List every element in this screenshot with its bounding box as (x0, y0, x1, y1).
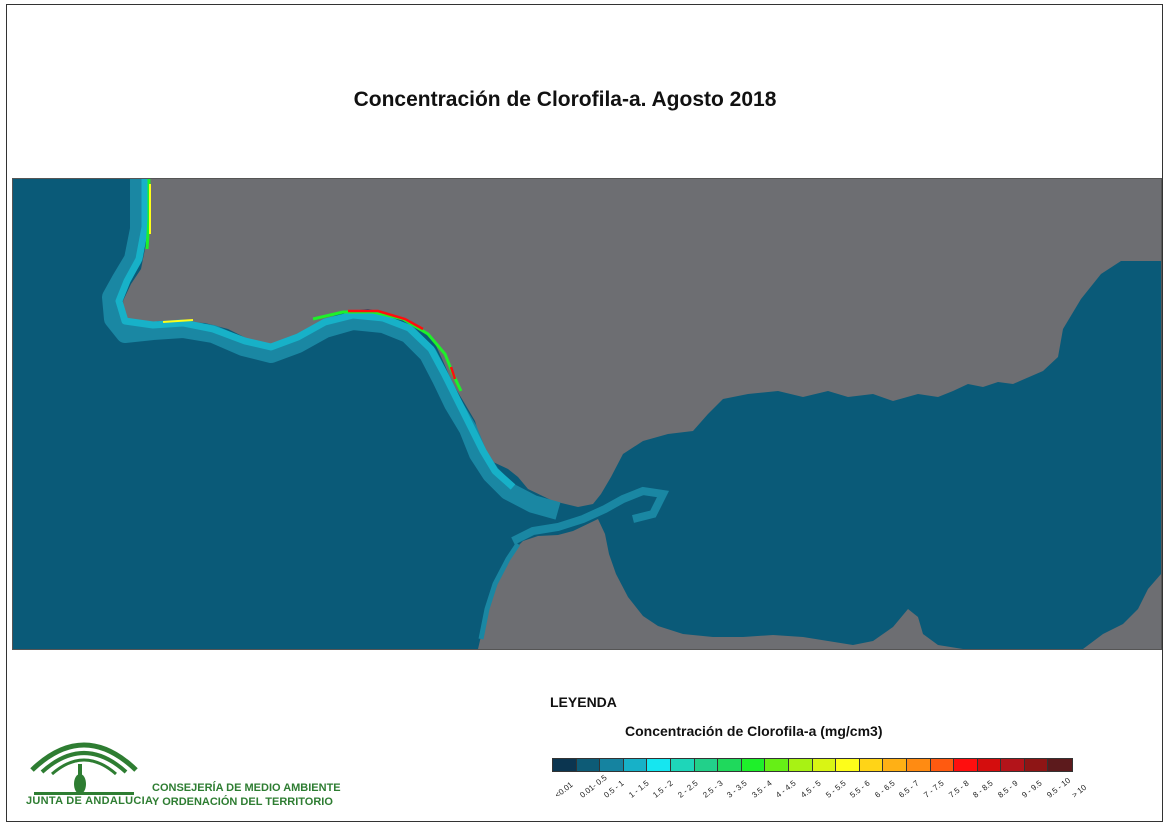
legend-label: 1 - 1.5 (626, 778, 651, 800)
coastal-band-africa (478, 542, 521, 640)
legend-label: 8.5 - 9 (995, 778, 1020, 800)
legend-label: 7 - 7.5 (922, 778, 946, 800)
legend-swatch (670, 759, 695, 771)
department-line-2: Y ORDENACIÓN DEL TERRITORIO (152, 796, 333, 808)
page-frame (6, 4, 1163, 822)
legend-heading: LEYENDA (550, 694, 617, 710)
legend-swatch (1001, 759, 1025, 771)
legend-subtitle: Concentración de Clorofila-a (mg/cm3) (625, 723, 883, 739)
legend-label: 3.5 - 4 (749, 778, 774, 800)
legend-swatch (930, 759, 955, 771)
coastal-band-strait (511, 486, 670, 545)
legend-label: 2.5 - 3 (700, 778, 725, 800)
junta-andalucia-logo (30, 742, 138, 795)
department-name: CONSEJERÍA DE MEDIO AMBIENTE Y ORDENACIÓ… (152, 781, 341, 809)
coastal-band-north-tip (149, 184, 194, 323)
coastal-band-peak (348, 309, 457, 380)
legend-swatch (977, 759, 1002, 771)
legend-label: 2 - 2.5 (676, 778, 700, 800)
legend-swatch (836, 759, 860, 771)
org-name: JUNTA DE ANDALUCIA (26, 795, 154, 807)
legend-label: 3 - 3.5 (725, 778, 749, 800)
legend-swatch (553, 759, 577, 771)
map-title: Concentración de Clorofila-a. Agosto 201… (353, 88, 777, 111)
legend-swatch (600, 759, 624, 771)
land-east-africa (1083, 574, 1161, 649)
land-north-africa (478, 519, 963, 649)
legend-label: <0.01 (553, 780, 575, 800)
legend-color-bar (552, 758, 1074, 772)
legend-label: 4 - 4.5 (774, 778, 798, 800)
legend-label: 7.5 - 8 (946, 778, 971, 800)
legend-label: 5.5 - 6 (848, 778, 872, 800)
legend-swatch (765, 759, 789, 771)
legend-label: 6.5 - 7 (897, 778, 921, 800)
legend-swatch (788, 759, 813, 771)
chlorophyll-map (12, 178, 1162, 650)
legend-swatch (859, 759, 884, 771)
legend-label: 9 - 9.5 (1020, 778, 1044, 800)
legend-label: 9.5 - 10 (1045, 775, 1073, 800)
legend-label: 6 - 6.5 (872, 778, 897, 800)
department-line-1: CONSEJERÍA DE MEDIO AMBIENTE (152, 782, 341, 794)
coastal-band-inner (115, 179, 516, 490)
legend-swatch (883, 759, 907, 771)
legend-swatch (718, 759, 742, 771)
legend-swatch (906, 759, 931, 771)
legend-label: > 10 (1069, 782, 1088, 800)
legend-swatch (1048, 759, 1073, 771)
legend-swatch (954, 759, 978, 771)
legend-swatch (1024, 759, 1049, 771)
land-iberia (123, 179, 1161, 507)
legend-label: 8 - 8.5 (971, 778, 995, 800)
legend-swatch (741, 759, 766, 771)
legend-label: 1.5 - 2 (651, 778, 675, 800)
coastal-band-west (102, 179, 561, 520)
legend-swatch (812, 759, 837, 771)
legend-label: 4.5 - 5 (799, 778, 823, 800)
legend-label: 5 - 5.5 (823, 778, 848, 800)
legend-swatch (694, 759, 719, 771)
legend-swatch (576, 759, 601, 771)
legend-swatch (647, 759, 671, 771)
legend-swatch (623, 759, 648, 771)
